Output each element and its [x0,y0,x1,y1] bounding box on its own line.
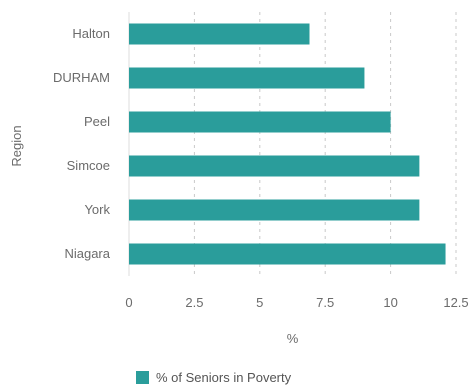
x-axis-title: % [287,331,299,346]
x-tick-label: 10 [383,295,397,310]
y-tick-label: Niagara [64,246,110,261]
bar [129,199,420,221]
y-axis-title: Region [9,125,24,166]
bar [129,67,365,89]
x-tick-labels: 0 2.5 5 7.5 10 12.5 [125,295,468,310]
y-tick-labels: Halton DURHAM Peel Simcoe York Niagara [53,26,111,261]
x-tick-label: 5 [256,295,263,310]
x-tick-label: 0 [125,295,132,310]
bar [129,243,446,265]
x-tick-label: 2.5 [185,295,203,310]
legend-swatch [136,371,149,384]
legend-label: % of Seniors in Poverty [156,370,292,385]
x-tick-label: 12.5 [443,295,468,310]
y-tick-label: Simcoe [67,158,110,173]
legend: % of Seniors in Poverty [136,370,292,385]
bar [129,23,310,45]
y-tick-label: DURHAM [53,70,110,85]
bar [129,111,391,133]
x-tick-label: 7.5 [316,295,334,310]
y-tick-label: Halton [72,26,110,41]
y-tick-label: Peel [84,114,110,129]
grid-layer [128,12,457,276]
bar [129,155,420,177]
bars [129,23,446,265]
y-tick-label: York [84,202,110,217]
